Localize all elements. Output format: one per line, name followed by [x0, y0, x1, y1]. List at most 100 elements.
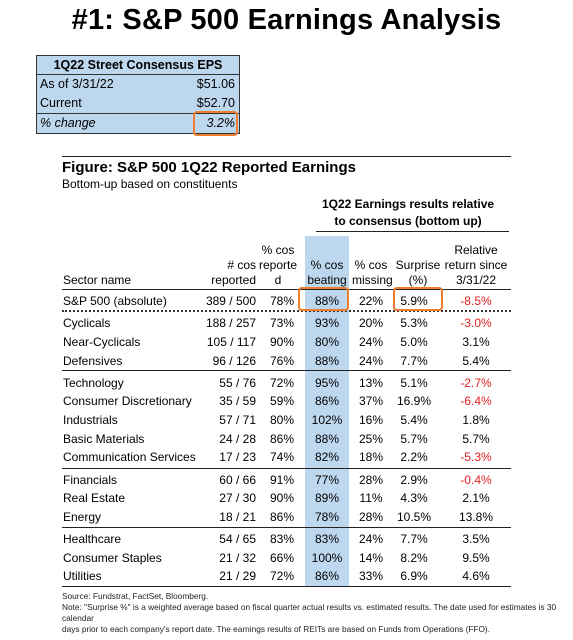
col-header-surprise: Surprise (%)	[394, 258, 442, 288]
cell-sector: Basic Materials	[63, 432, 145, 446]
eps-row-as-of: As of 3/31/22 $51.06	[37, 75, 239, 94]
cell-pct-missing: 24%	[358, 335, 384, 349]
cell-pct-beating: 78%	[314, 510, 340, 524]
footnote-line: Source: Fundstrat, FactSet, Bloomberg.	[62, 591, 209, 601]
cell-relative-return: 2.1%	[462, 491, 490, 505]
cell-sector: Communication Services	[63, 450, 196, 464]
cell-sector: Healthcare	[63, 532, 122, 546]
page-title: #1: S&P 500 Earnings Analysis	[71, 4, 502, 36]
col-header-text: return since	[444, 258, 508, 272]
cell-relative-return: -0.4%	[460, 473, 492, 487]
eps-row-label: As of 3/31/22	[40, 77, 114, 91]
cell-reported: 21 / 29	[219, 569, 256, 583]
group-separator	[62, 370, 511, 371]
cell-relative-return: 3.5%	[462, 532, 490, 546]
col-header-text: Relative	[454, 243, 498, 257]
footnote-line: Note: "Surprise %" is a weighted average…	[62, 602, 557, 623]
cell-pct-missing: 28%	[358, 473, 384, 487]
col-header-text: missing	[352, 273, 393, 287]
cell-pct-beating: 80%	[314, 335, 340, 349]
eps-row-label: Current	[40, 96, 82, 110]
cell-surprise: 2.9%	[400, 473, 428, 487]
footnotes: Source: Fundstrat, FactSet, Bloomberg. N…	[62, 591, 562, 635]
cell-sector: Financials	[63, 473, 118, 487]
cell-relative-return: -6.4%	[460, 394, 492, 408]
cell-pct-missing: 24%	[358, 532, 384, 546]
cell-relative-return: -3.0%	[460, 316, 492, 330]
cell-surprise: 5.0%	[400, 335, 428, 349]
cell-reported: 57 / 71	[219, 413, 256, 427]
cell-reported: 18 / 21	[219, 510, 256, 524]
cell-pct-missing: 14%	[358, 551, 384, 565]
col-header-text: % cos	[310, 258, 344, 272]
cell-pct-missing: 24%	[358, 354, 384, 368]
cell-sector: Defensives	[63, 354, 123, 368]
group-separator	[62, 527, 511, 528]
cell-pct-beating: 86%	[314, 569, 340, 583]
cell-pct-beating: 77%	[314, 473, 340, 487]
col-header-text: Sector name	[63, 273, 132, 287]
col-header-text: % cos	[354, 258, 388, 272]
cell-pct-reported: 73%	[269, 316, 294, 330]
col-header-text: reporte	[258, 258, 298, 272]
results-header-line: to consensus (bottom up)	[334, 214, 482, 228]
cell-reported: 55 / 76	[219, 376, 256, 390]
eps-row-pct-change: % change 3.2%	[37, 113, 239, 133]
cell-relative-return: 13.8%	[458, 510, 494, 524]
cell-relative-return: -2.7%	[460, 376, 492, 390]
col-header-relative-return: Relative return since 3/31/22	[436, 243, 516, 288]
cell-reported: 105 / 117	[206, 335, 256, 349]
cell-reported: 188 / 257	[205, 316, 256, 330]
cell-pct-beating: 83%	[314, 532, 340, 546]
figure-title: Figure: S&P 500 1Q22 Reported Earnings	[62, 159, 356, 176]
cell-sector: Consumer Staples	[63, 551, 162, 565]
figure-subtitle: Bottom-up based on constituents	[62, 177, 238, 191]
col-header-text: beating	[307, 273, 347, 287]
cell-pct-reported: 86%	[269, 510, 294, 524]
col-header-pct-missing: % cos missing	[352, 258, 393, 288]
cell-reported: 17 / 23	[219, 450, 256, 464]
cell-pct-reported: 72%	[269, 376, 294, 390]
cell-sector: Technology	[63, 376, 124, 390]
cell-sector: S&P 500 (absolute)	[63, 294, 167, 308]
table-bottom-rule	[62, 586, 511, 587]
cell-reported: 96 / 126	[212, 354, 256, 368]
cell-surprise: 5.4%	[400, 413, 428, 427]
cell-pct-beating: 88%	[314, 294, 340, 308]
cell-pct-reported: 59%	[269, 394, 294, 408]
cell-pct-beating: 100%	[311, 551, 343, 565]
cell-relative-return: -8.5%	[460, 294, 492, 308]
cell-sector: Energy	[63, 510, 102, 524]
cell-pct-reported: 78%	[269, 294, 294, 308]
eps-row-value: $51.06	[196, 77, 235, 91]
cell-pct-beating: 88%	[314, 354, 340, 368]
cell-pct-beating: 102%	[311, 413, 343, 427]
cell-pct-reported: 76%	[269, 354, 294, 368]
cell-sector: Real Estate	[63, 491, 126, 505]
cell-relative-return: 4.6%	[462, 569, 490, 583]
cell-pct-reported: 90%	[269, 335, 294, 349]
cell-reported: 21 / 32	[219, 551, 256, 565]
cell-pct-reported: 91%	[269, 473, 294, 487]
surprise-callout	[393, 287, 443, 311]
cell-relative-return: 5.7%	[462, 432, 490, 446]
cell-pct-reported: 90%	[269, 491, 294, 505]
cell-reported: 389 / 500	[205, 294, 256, 308]
cell-surprise: 5.3%	[400, 316, 428, 330]
eps-row-value: 3.2%	[206, 116, 236, 130]
cell-relative-return: 9.5%	[462, 551, 490, 565]
cell-pct-missing: 13%	[358, 376, 384, 390]
results-header-rule	[316, 231, 509, 232]
eps-row-value: $52.70	[196, 96, 235, 110]
cell-reported: 60 / 66	[219, 473, 256, 487]
col-header-text: 3/31/22	[455, 273, 497, 287]
eps-change-callout	[193, 111, 238, 136]
table-header-rule	[62, 289, 511, 290]
cell-pct-reported: 72%	[269, 569, 294, 583]
col-header-text: (%)	[408, 273, 428, 287]
cell-sector: Cyclicals	[63, 316, 111, 330]
cell-surprise: 10.5%	[396, 510, 432, 524]
cell-pct-missing: 28%	[358, 510, 384, 524]
cell-reported: 27 / 30	[219, 491, 256, 505]
cell-surprise: 7.7%	[400, 354, 428, 368]
